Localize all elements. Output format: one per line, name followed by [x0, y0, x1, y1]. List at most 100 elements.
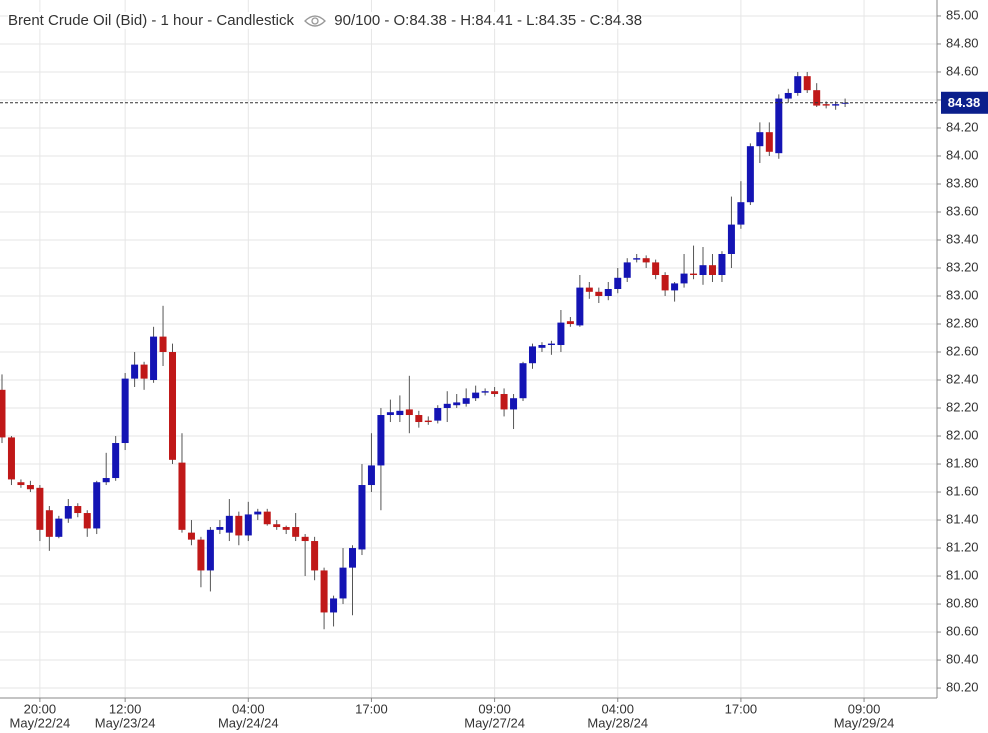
candle-body	[348, 548, 356, 568]
candle-body	[140, 364, 148, 379]
x-tick-date: May/29/24	[834, 715, 895, 730]
candle-body	[614, 277, 622, 290]
candle-body	[320, 570, 328, 613]
x-tick-label: 12:00	[109, 701, 142, 716]
separator	[447, 12, 460, 29]
candle-body	[500, 394, 508, 410]
candle-body	[784, 92, 792, 99]
y-tick-label: 85.00	[946, 7, 979, 22]
candle-body	[595, 291, 603, 297]
candle-body	[604, 289, 612, 297]
candle-body	[491, 391, 499, 395]
y-tick-label: 80.40	[946, 651, 979, 666]
candle-body	[330, 598, 338, 613]
candle-body	[661, 274, 669, 291]
y-tick-label: 83.60	[946, 203, 979, 218]
x-tick-date: May/27/24	[464, 715, 525, 730]
candle-body	[633, 258, 641, 260]
x-tick-date: May/23/24	[95, 715, 156, 730]
candle-body	[17, 482, 25, 486]
candle-body	[254, 511, 262, 515]
candle-body	[405, 409, 413, 416]
x-tick-label: 17:00	[725, 701, 758, 716]
y-tick-label: 83.40	[946, 231, 979, 246]
candle-body	[169, 352, 177, 460]
candle-body	[746, 146, 754, 203]
separator	[513, 12, 526, 29]
candle-body	[74, 506, 82, 514]
candle-body	[623, 262, 631, 278]
candle-body	[566, 321, 574, 325]
candle-body	[178, 462, 186, 530]
candle-body	[263, 511, 271, 525]
chart-title: Brent Crude Oil (Bid) - 1 hour - Candles…	[8, 12, 294, 29]
x-tick-date: May/28/24	[587, 715, 648, 730]
candle-body	[585, 287, 593, 292]
candle-body	[832, 104, 840, 106]
candle-body	[424, 420, 432, 423]
candle-body	[652, 262, 660, 275]
ohlc-label: O:	[393, 12, 410, 29]
y-tick-label: 82.60	[946, 343, 979, 358]
candle-body	[756, 132, 764, 147]
candle-body	[396, 410, 404, 416]
candle-body	[510, 398, 518, 410]
candle-body	[0, 389, 6, 438]
x-tick-label: 04:00	[232, 701, 265, 716]
visibility-icon[interactable]	[304, 14, 327, 28]
candle-body	[83, 513, 91, 529]
x-tick-label: 04:00	[601, 701, 634, 716]
y-tick-label: 80.80	[946, 595, 979, 610]
candle-body	[642, 258, 650, 263]
candle-body	[547, 343, 555, 346]
x-tick-date: May/24/24	[218, 715, 279, 730]
candle-body	[292, 527, 300, 537]
candle-body	[737, 202, 745, 225]
ohlc-value: 84.38	[409, 12, 447, 29]
ohlc-value: 84.35	[538, 12, 577, 29]
candle-body	[150, 336, 158, 381]
candle-body	[187, 532, 195, 540]
candle-body	[311, 541, 319, 571]
ohlc-label: C:	[589, 12, 605, 29]
x-tick-label: 20:00	[24, 701, 57, 716]
ohlc-readout: O:84.38H:84.41L:84.35C:84.38	[384, 12, 642, 29]
candle-body	[718, 253, 726, 275]
separator	[576, 12, 589, 29]
last-price-label: 84.38	[948, 95, 981, 110]
candle-body	[462, 398, 470, 404]
candle-body	[576, 287, 584, 326]
candle-body	[519, 363, 527, 399]
candle-body	[121, 378, 129, 444]
last-price-box	[941, 91, 988, 114]
y-tick-label: 81.20	[946, 539, 979, 554]
candle-body	[282, 527, 290, 530]
ohlc-label: H:	[460, 12, 476, 29]
x-tick-label: 09:00	[478, 701, 511, 716]
y-tick-label: 81.40	[946, 511, 979, 526]
candle-body	[235, 515, 243, 536]
candle-body	[112, 443, 120, 479]
candle-body	[93, 482, 101, 529]
y-tick-label: 83.80	[946, 175, 979, 190]
x-tick-date: May/22/24	[10, 715, 71, 730]
candle-body	[102, 478, 110, 483]
candle-body	[680, 273, 688, 284]
candle-body	[472, 392, 480, 399]
y-tick-label: 82.80	[946, 315, 979, 330]
ohlc-value: 84.41	[475, 12, 513, 29]
candle-body	[273, 524, 281, 528]
y-tick-label: 84.60	[946, 63, 979, 78]
chart-header: Brent Crude Oil (Bid) - 1 hour - Candles…	[8, 12, 643, 29]
candle-body	[206, 529, 214, 571]
candle-body	[727, 224, 735, 254]
y-tick-label: 81.00	[946, 567, 979, 582]
candle-body	[690, 273, 698, 275]
candle-body	[699, 265, 707, 275]
candle-body	[131, 364, 139, 379]
candle-body	[197, 539, 205, 571]
candle-body	[45, 510, 53, 537]
candle-body	[528, 346, 536, 364]
candle-body	[481, 391, 489, 393]
